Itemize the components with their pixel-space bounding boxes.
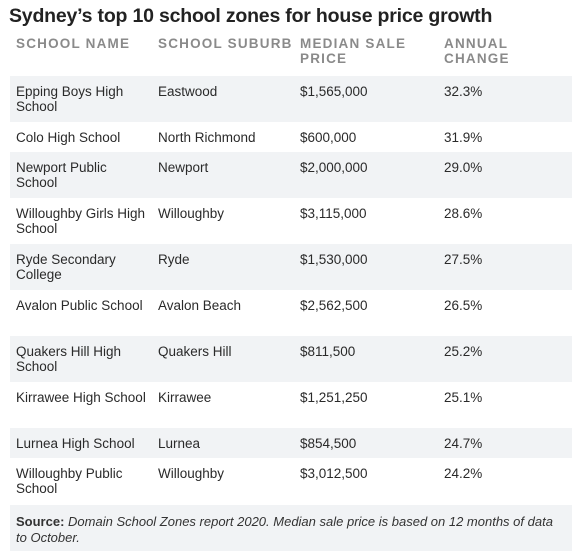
cell-school-name: Colo High School [10,122,152,152]
column-header-annual-change: ANNUAL CHANGE [444,36,510,66]
cell-school-suburb: Newport [152,152,294,198]
cell-annual-change: 31.9% [438,122,572,152]
table-row: Ryde Secondary College Ryde $1,530,000 27.5… [10,244,572,290]
table-row: Willoughby Public School Willoughby $3,012… [10,458,572,504]
table-row: Kirrawee High School Kirrawee $1,251,250 25… [10,382,572,428]
cell-median-sale-price: $2,000,000 [294,152,438,198]
cell-median-sale-price: $811,500 [294,336,438,382]
cell-school-name: Quakers Hill High School [10,336,152,382]
table-row: Avalon Public School Avalon Beach $2,562,5… [10,290,572,336]
cell-school-suburb: Ryde [152,244,294,290]
cell-annual-change: 32.3% [438,76,572,122]
cell-school-name: Willoughby Girls High School [10,198,152,244]
cell-annual-change: 27.5% [438,244,572,290]
source-note: Source: Domain School Zones report 2020.… [10,505,572,551]
cell-school-suburb: Quakers Hill [152,336,294,382]
cell-school-name: Avalon Public School [10,290,152,336]
chart-title: Sydney’s top 10 school zones for house p… [9,5,493,27]
cell-annual-change: 28.6% [438,198,572,244]
table-row: Lurnea High School Lurnea $854,500 24.7% [10,428,572,458]
cell-annual-change: 24.2% [438,458,572,504]
cell-annual-change: 25.1% [438,382,572,428]
cell-school-suburb: Willoughby [152,198,294,244]
cell-median-sale-price: $854,500 [294,428,438,458]
cell-school-suburb: Kirrawee [152,382,294,428]
cell-school-suburb: North Richmond [152,122,294,152]
cell-school-name: Kirrawee High School [10,382,152,428]
cell-school-suburb: Eastwood [152,76,294,122]
cell-median-sale-price: $3,115,000 [294,198,438,244]
cell-school-name: Newport Public School [10,152,152,198]
table-row: Colo High School North Richmond $600,000 31… [10,122,572,152]
cell-median-sale-price: $2,562,500 [294,290,438,336]
cell-school-name: Willoughby Public School [10,458,152,504]
cell-school-suburb: Avalon Beach [152,290,294,336]
cell-median-sale-price: $3,012,500 [294,458,438,504]
cell-annual-change: 24.7% [438,428,572,458]
cell-school-name: Lurnea High School [10,428,152,458]
table-row: Epping Boys High School Eastwood $1,565,00… [10,76,572,122]
source-label: Source: [16,514,65,529]
table-header: SCHOOL NAME SCHOOL SUBURB MEDIAN SALE PR… [10,36,572,76]
cell-school-name: Ryde Secondary College [10,244,152,290]
cell-school-suburb: Willoughby [152,458,294,504]
table-row: Willoughby Girls High School Willoughby $3… [10,198,572,244]
cell-median-sale-price: $1,530,000 [294,244,438,290]
cell-annual-change: 26.5% [438,290,572,336]
column-header-school-name: SCHOOL NAME [16,36,131,51]
cell-annual-change: 25.2% [438,336,572,382]
cell-median-sale-price: $600,000 [294,122,438,152]
table-row: Quakers Hill High School Quakers Hill $811… [10,336,572,382]
table-body: Epping Boys High School Eastwood $1,565,00… [10,76,572,504]
column-header-school-suburb: SCHOOL SUBURB [158,36,293,51]
cell-median-sale-price: $1,565,000 [294,76,438,122]
cell-annual-change: 29.0% [438,152,572,198]
table-row: Newport Public School Newport $2,000,000 29… [10,152,572,198]
column-header-median-sale-price: MEDIAN SALE PRICE [300,36,407,66]
cell-median-sale-price: $1,251,250 [294,382,438,428]
source-text: Domain School Zones report 2020. Median … [16,514,553,545]
cell-school-name: Epping Boys High School [10,76,152,122]
header-row: SCHOOL NAME SCHOOL SUBURB MEDIAN SALE PR… [10,36,572,76]
data-table: SCHOOL NAME SCHOOL SUBURB MEDIAN SALE PR… [10,36,572,504]
cell-school-suburb: Lurnea [152,428,294,458]
